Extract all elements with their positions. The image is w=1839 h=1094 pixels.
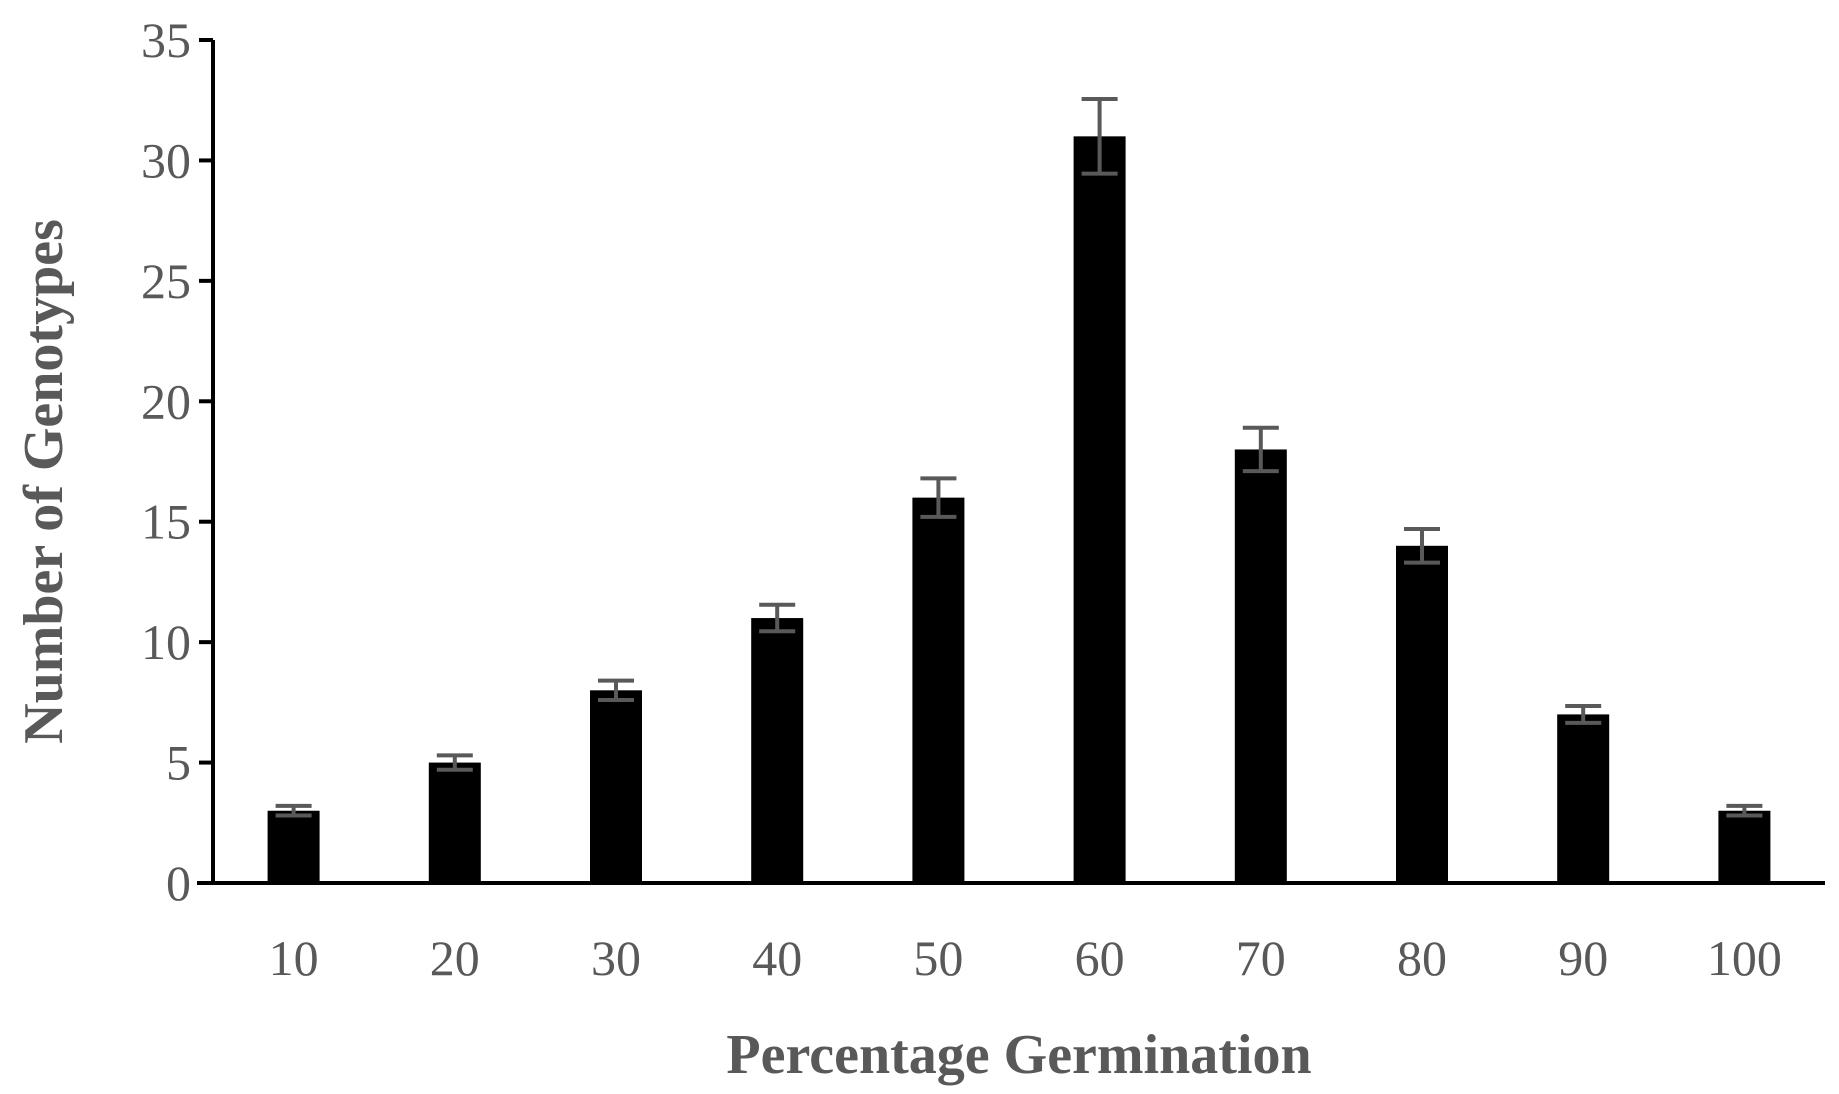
- y-tick-label: 0: [166, 855, 191, 911]
- y-tick-label: 5: [166, 735, 191, 791]
- y-tick-label: 10: [141, 614, 191, 670]
- y-tick-label: 25: [141, 253, 191, 309]
- bar: [1073, 136, 1126, 884]
- error-bar: [1726, 803, 1763, 818]
- error-bar: [1242, 425, 1279, 474]
- error-bar: [275, 803, 312, 818]
- bars-layer: [267, 136, 1771, 884]
- y-tick-label: 35: [141, 12, 191, 68]
- x-tick-label: 30: [591, 930, 641, 986]
- y-tick-label: 20: [141, 373, 191, 429]
- x-tick-label: 80: [1397, 930, 1447, 986]
- axes-layer: [197, 40, 1825, 885]
- x-tick-label: 20: [430, 930, 480, 986]
- error-bar: [598, 678, 634, 702]
- bar: [751, 618, 804, 883]
- error-bar: [920, 476, 957, 519]
- bar: [590, 690, 642, 883]
- x-tick-label: 40: [752, 930, 802, 986]
- x-tick-label: 10: [269, 930, 319, 986]
- bar: [428, 762, 481, 883]
- bar: [1718, 810, 1771, 883]
- x-ticks-layer: 10 20 30 40 50 60 70 80 90 100: [269, 930, 1782, 986]
- bar: [1557, 714, 1610, 883]
- y-tick-label: 15: [141, 494, 191, 550]
- x-tick-label: 50: [913, 930, 963, 986]
- bar: [1396, 545, 1448, 883]
- error-bar: [1404, 526, 1440, 565]
- error-bar: [759, 602, 796, 634]
- bar: [1234, 449, 1287, 883]
- bar: [912, 497, 965, 883]
- x-axis-title: Percentage Germination: [726, 1024, 1311, 1086]
- x-tick-label: 100: [1707, 930, 1782, 986]
- x-tick-label: 60: [1075, 930, 1125, 986]
- y-ticks-layer: 0 5 10 15 20 25 30 35: [141, 12, 213, 911]
- x-tick-label: 90: [1558, 930, 1608, 986]
- error-bars-layer: [275, 97, 1763, 818]
- bar: [267, 810, 320, 883]
- y-axis-title: Number of Genotypes: [13, 219, 75, 744]
- x-tick-label: 70: [1236, 930, 1286, 986]
- error-bar: [1081, 97, 1118, 176]
- error-bar: [436, 753, 473, 772]
- error-bar: [1565, 703, 1602, 725]
- y-tick-label: 30: [141, 132, 191, 188]
